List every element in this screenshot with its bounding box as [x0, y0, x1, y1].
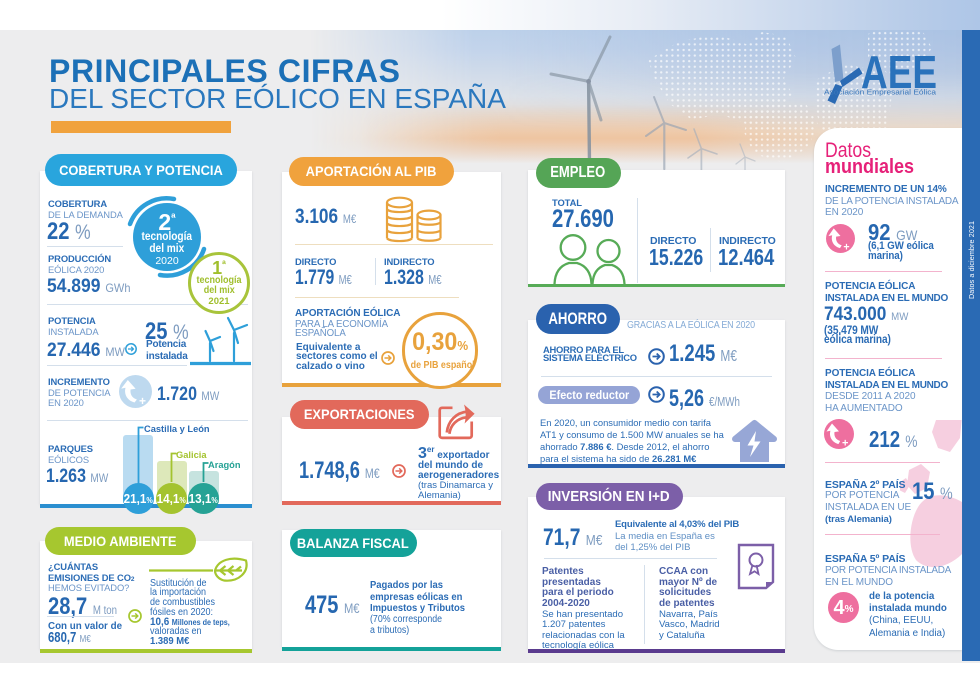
svg-text:+: + — [842, 438, 848, 450]
svg-text:Asociación Empresarial Eólica: Asociación Empresarial Eólica — [824, 88, 937, 97]
svg-text:AEE: AEE — [861, 46, 937, 98]
svg-text:+: + — [843, 242, 849, 253]
svg-text:+: + — [139, 394, 146, 408]
